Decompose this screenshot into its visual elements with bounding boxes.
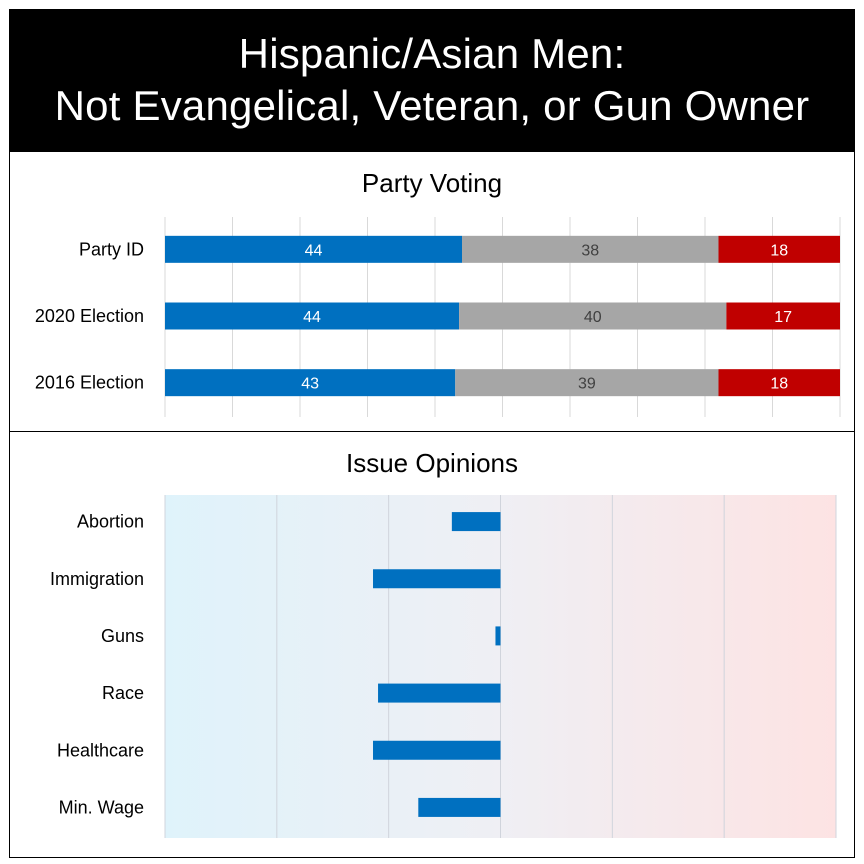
data-label: 38 [581,242,599,259]
issue-label-race: Race [102,683,144,703]
bar-segment [726,302,840,330]
issue-label-min-wage: Min. Wage [59,797,144,817]
data-label: 18 [770,376,788,393]
category-label-2020-election: 2020 Election [35,306,144,326]
data-label: 39 [578,376,596,393]
party-voting-title: Party Voting [362,168,502,198]
issue-bar-immigration [373,569,501,589]
issue-label-guns: Guns [101,626,144,646]
issue-label-immigration: Immigration [50,569,144,589]
issue-bar-min-wage [418,797,501,817]
title-banner: Hispanic/Asian Men: Not Evangelical, Vet… [9,9,855,151]
bar-segment [165,369,456,397]
issue-opinions-panel: Issue Opinions Abortion Immigration Guns Rac… [9,431,855,858]
data-label: 17 [774,309,792,326]
title-line-1: Hispanic/Asian Men: [238,30,626,77]
bar-segment [165,235,462,263]
bar-segment [462,235,719,263]
title-line-2: Not Evangelical, Veteran, or Gun Owner [54,82,810,129]
bar-segment [459,302,727,330]
bar-segment [718,369,840,397]
data-label: 43 [301,376,319,393]
issue-bar-race [378,683,501,703]
data-label: 18 [770,242,788,259]
data-label: 44 [305,242,323,259]
issue-opinions-chart: Issue Opinions Abortion Immigration Guns Rac… [50,448,837,838]
category-label-2016-election: 2016 Election [35,373,144,393]
issue-opinions-title: Issue Opinions [346,448,518,478]
party-voting-panel: Party Voting Party ID 44 38 18 2020 Election 4… [9,151,855,432]
issue-label-healthcare: Healthcare [57,740,144,760]
issue-bar-abortion [451,512,501,532]
bar-segment [165,302,460,330]
bar-segment [718,235,840,263]
category-label-party-id: Party ID [79,239,144,259]
issue-bar-healthcare [373,740,501,760]
party-voting-chart: Party Voting Party ID 44 38 18 2020 Election 4… [35,168,841,417]
data-label: 44 [303,309,321,326]
data-label: 40 [584,309,602,326]
issue-label-abortion: Abortion [77,512,144,532]
bar-segment [455,369,719,397]
issue-bar-guns [495,626,501,646]
